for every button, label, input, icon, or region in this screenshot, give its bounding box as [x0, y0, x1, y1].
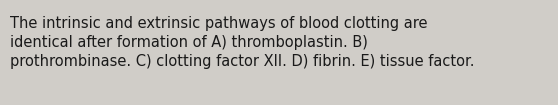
Text: The intrinsic and extrinsic pathways of blood clotting are
identical after forma: The intrinsic and extrinsic pathways of …: [10, 16, 474, 69]
